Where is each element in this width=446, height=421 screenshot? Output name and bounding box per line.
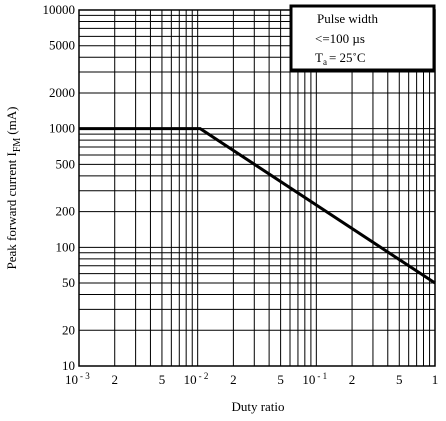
legend-line-2: <=100 µs xyxy=(315,31,365,46)
legend-box: Pulse width <=100 µs Ta = 25˚C xyxy=(289,4,436,72)
legend-line-3: Ta = 25˚C xyxy=(315,50,366,67)
y-tick-label: 100 xyxy=(56,239,76,254)
y-tick-labels: 10 20 50 100 200 500 1000 2000 5000 10000 xyxy=(43,2,76,373)
y-tick-label: 10000 xyxy=(43,2,76,17)
x-tick-label: 2 xyxy=(111,372,118,387)
plot-frame xyxy=(78,9,436,367)
y-tick-label: 50 xyxy=(62,275,75,290)
x-tick-label: 10- 1 xyxy=(302,371,327,387)
y-axis-title-unit: (mA) xyxy=(4,107,19,135)
x-tick-labels: 10- 3 2 5 10- 2 2 5 10- 1 2 5 1 xyxy=(65,371,438,387)
x-tick-label: 10- 3 xyxy=(65,371,90,387)
y-axis-title-main: Peak forward current I xyxy=(4,152,19,269)
x-axis-title: Duty ratio xyxy=(231,399,284,414)
y-tick-label: 200 xyxy=(56,204,76,219)
y-tick-label: 20 xyxy=(62,322,75,337)
y-tick-label: 10 xyxy=(62,358,75,373)
y-tick-label: 500 xyxy=(56,156,76,171)
x-tick-label: 5 xyxy=(159,372,166,387)
y-tick-label: 2000 xyxy=(49,85,75,100)
y-tick-label: 1000 xyxy=(49,121,75,136)
x-tick-label: 10- 2 xyxy=(184,371,209,387)
series-group xyxy=(79,127,436,285)
x-tick-label: 1 xyxy=(432,372,439,387)
x-tick-label: 2 xyxy=(230,372,237,387)
y-axis-title-sub: FM xyxy=(12,138,23,153)
svg-text:Peak forward current IFM(mA): Peak forward current IFM (mA) xyxy=(4,107,23,270)
x-tick-label: 5 xyxy=(396,372,403,387)
legend-frame xyxy=(289,4,436,72)
legend-line-1: Pulse width xyxy=(317,11,379,26)
y-axis-title: Peak forward current IFM (mA) xyxy=(4,107,23,270)
series-line xyxy=(79,127,436,285)
x-tick-label: 5 xyxy=(277,372,284,387)
y-tick-label: 5000 xyxy=(49,38,75,53)
x-tick-label: 2 xyxy=(349,372,356,387)
